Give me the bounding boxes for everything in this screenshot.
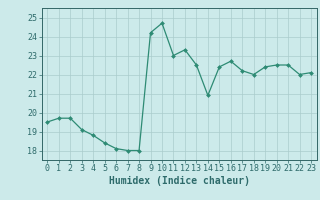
X-axis label: Humidex (Indice chaleur): Humidex (Indice chaleur) <box>109 176 250 186</box>
